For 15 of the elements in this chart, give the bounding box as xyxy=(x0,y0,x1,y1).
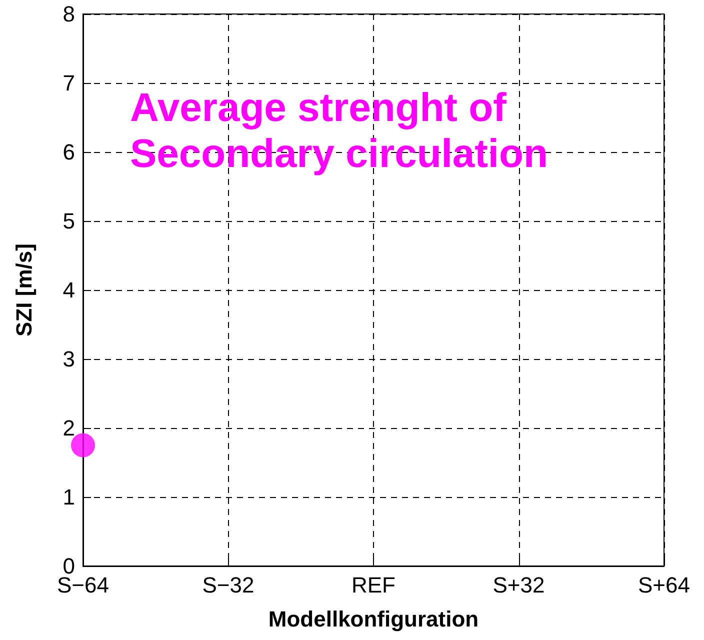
annotation: Average strenght of Secondary circulation xyxy=(130,86,548,176)
y-tick-label: 4 xyxy=(62,278,75,302)
x-axis-title: Modellkonfiguration xyxy=(268,606,479,632)
y-tick-label: 1 xyxy=(62,484,75,510)
y-tick-label: 2 xyxy=(62,416,75,440)
x-tick-label: S+64 xyxy=(638,572,690,598)
y-axis-title: SZI [m/s] xyxy=(12,244,36,336)
x-tick-label: REF xyxy=(352,572,396,598)
y-tick-label: 5 xyxy=(62,208,75,234)
y-tick-label: 8 xyxy=(62,2,75,26)
x-tick-label: S−32 xyxy=(202,572,254,598)
y-tick-label: 7 xyxy=(62,70,75,96)
x-tick-label: S+32 xyxy=(492,572,545,598)
y-tick-label: 3 xyxy=(62,346,75,372)
y-tick-label: 6 xyxy=(62,140,75,164)
